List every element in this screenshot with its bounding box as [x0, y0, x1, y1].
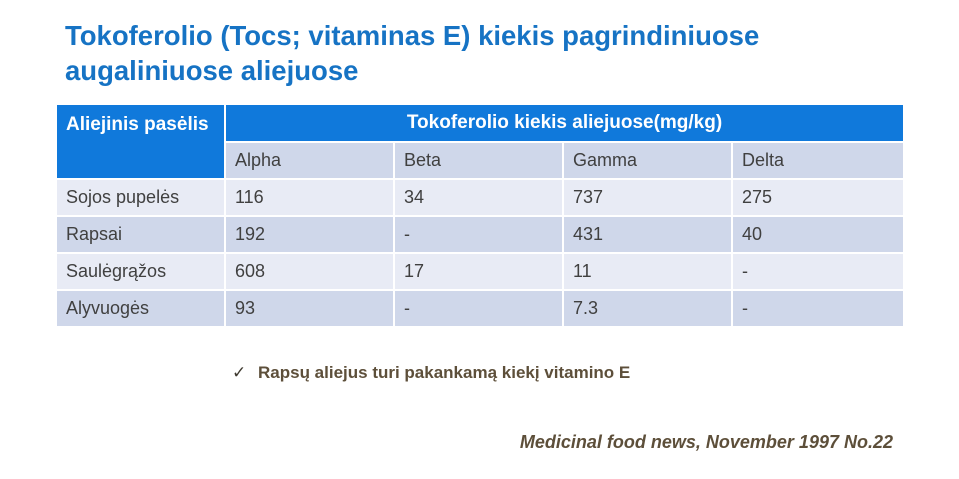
crop-cell: Alyvuogės: [55, 289, 226, 328]
value-cell: -: [393, 215, 564, 254]
value-cell: 17: [393, 252, 564, 291]
subheader-delta: Delta: [730, 141, 906, 180]
value-cell: -: [393, 289, 564, 328]
value-cell: 116: [224, 178, 395, 217]
subheader-alpha: Alpha: [224, 141, 395, 180]
value-cell: 11: [562, 252, 733, 291]
subheader-gamma: Gamma: [562, 141, 733, 180]
value-cell: 275: [730, 178, 906, 217]
table-row: Sojos pupelės 116 34 737 275: [55, 178, 906, 217]
value-cell: 737: [562, 178, 733, 217]
value-cell: 40: [730, 215, 906, 254]
value-cell: 431: [562, 215, 733, 254]
value-cell: 192: [224, 215, 395, 254]
subheader-beta: Beta: [393, 141, 564, 180]
table-row: Saulėgrąžos 608 17 11 -: [55, 252, 906, 291]
note-text: Rapsų aliejus turi pakankamą kiekį vitam…: [258, 363, 631, 382]
checkmark-icon: ✓: [232, 363, 247, 382]
value-cell: -: [730, 252, 906, 291]
crop-cell: Sojos pupelės: [55, 178, 226, 217]
table-row: Rapsai 192 - 431 40: [55, 215, 906, 254]
crop-column-header: Aliejinis pasėlis: [55, 103, 226, 180]
note-bullet: ✓ Rapsų aliejus turi pakankamą kiekį vita…: [232, 363, 630, 383]
value-cell: 7.3: [562, 289, 733, 328]
value-cell: 34: [393, 178, 564, 217]
table-row: Alyvuogės 93 - 7.3 -: [55, 289, 906, 328]
crop-cell: Rapsai: [55, 215, 226, 254]
value-cell: 93: [224, 289, 395, 328]
value-cell: -: [730, 289, 906, 328]
slide-title: Tokoferolio (Tocs; vitaminas E) kiekis p…: [65, 20, 760, 86]
crop-cell: Saulėgrąžos: [55, 252, 226, 291]
content-group-header: Tokoferolio kiekis aliejuose(mg/kg): [223, 103, 906, 143]
tocopherol-table: Aliejinis pasėlis Tokoferolio kiekis ali…: [55, 103, 906, 328]
value-cell: 608: [224, 252, 395, 291]
source-citation: Medicinal food news, November 1997 No.22: [519, 432, 893, 452]
